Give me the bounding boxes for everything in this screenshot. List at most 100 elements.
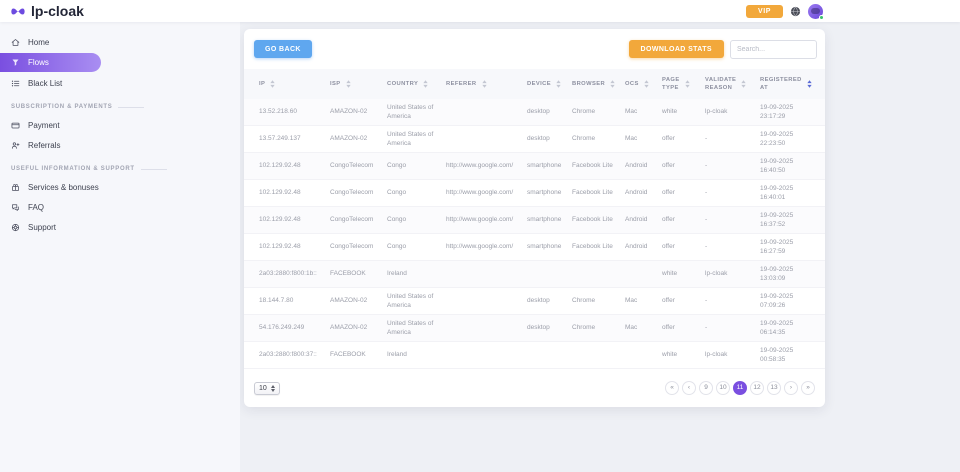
sidebar-item-services-bonuses[interactable]: Services & bonuses <box>0 177 101 197</box>
cell-isp: AMAZON-02 <box>330 135 368 143</box>
cell-browser: Chrome <box>572 297 596 305</box>
sidebar-item-home[interactable]: Home <box>0 32 101 52</box>
table-header-row: IP ISP Country Referer Device Browser OCS Page … <box>244 69 825 99</box>
cell-isp: AMAZON-02 <box>330 324 368 332</box>
sidebar-item-flows[interactable]: Flows <box>0 53 101 72</box>
column-header-isp[interactable]: ISP <box>330 80 387 88</box>
cell-registered-at: 19-09-2025 16:27:59 <box>760 238 794 255</box>
cell-ocs: Mac <box>625 324 638 332</box>
column-header-ip[interactable]: IP <box>259 80 330 88</box>
table-row: 102.129.92.48 CongoTelecom Congo http://www… <box>244 180 825 207</box>
cell-referer: http://www.google.com/ <box>446 216 514 224</box>
cell-country: United States of America <box>387 319 434 336</box>
sidebar-item-payment[interactable]: Payment <box>0 115 101 135</box>
page-size-select[interactable]: 10 <box>254 381 280 395</box>
sidebar-item-support[interactable]: Support <box>0 217 101 237</box>
cell-ocs: Android <box>625 243 648 251</box>
sidebar-item-referrals[interactable]: Referrals <box>0 135 101 155</box>
cell-registered-at: 19-09-2025 23:17:29 <box>760 103 794 120</box>
pagination-first-button[interactable]: « <box>665 381 679 395</box>
cell-validate-reason: lp-cloak <box>705 351 728 359</box>
cell-page-type: offer <box>662 324 675 332</box>
cell-isp: AMAZON-02 <box>330 297 368 305</box>
cell-isp: CongoTelecom <box>330 189 374 197</box>
cell-ocs: Mac <box>625 297 638 305</box>
pagination-page-12[interactable]: 12 <box>750 381 764 395</box>
column-header-referer[interactable]: Referer <box>446 80 527 88</box>
cell-page-type: offer <box>662 297 675 305</box>
sidebar: Home Flows Black List SUBSCRIPTION & PAYMEN… <box>0 22 240 472</box>
cell-ocs: Mac <box>625 135 638 143</box>
table-row: 102.129.92.48 CongoTelecom Congo http://www… <box>244 234 825 261</box>
pagination-page-10[interactable]: 10 <box>716 381 730 395</box>
table-row: 13.57.249.137 AMAZON-02 United States of A… <box>244 126 825 153</box>
cell-ocs: Android <box>625 216 648 224</box>
top-header: lp-cloak VIP <box>0 0 960 22</box>
logo[interactable]: lp-cloak <box>10 3 84 19</box>
cell-page-type: offer <box>662 189 675 197</box>
cell-page-type: white <box>662 108 678 116</box>
cell-isp: CongoTelecom <box>330 162 374 170</box>
column-header-page-type[interactable]: Page Type <box>662 76 705 92</box>
cell-device: smartphone <box>527 216 562 224</box>
flows-table: IP ISP Country Referer Device Browser OCS Page … <box>244 69 825 369</box>
download-stats-button[interactable]: DOWNLOAD STATS <box>628 40 724 58</box>
sort-icon <box>610 80 615 88</box>
table-row: 54.176.249.249 AMAZON-02 United States of … <box>244 315 825 342</box>
cell-ip: 102.129.92.48 <box>259 243 301 251</box>
cell-ip: 102.129.92.48 <box>259 162 301 170</box>
pagination-page-11[interactable]: 11 <box>733 381 747 395</box>
cell-page-type: white <box>662 351 678 359</box>
table-row: 2a03:2880:f800:37:: FACEBOOK Ireland white l… <box>244 342 825 369</box>
cell-country: United States of America <box>387 103 434 120</box>
sidebar-item-label: Flows <box>28 58 49 67</box>
sort-icon <box>556 80 561 88</box>
pagination-prev-button[interactable]: ‹ <box>682 381 696 395</box>
language-globe-icon[interactable] <box>790 6 801 17</box>
sidebar-item-faq[interactable]: FAQ <box>0 197 101 217</box>
cell-isp: CongoTelecom <box>330 216 374 224</box>
cell-country: United States of America <box>387 130 434 147</box>
cell-registered-at: 19-09-2025 00:58:35 <box>760 346 794 363</box>
pagination-page-9[interactable]: 9 <box>699 381 713 395</box>
cell-browser: Chrome <box>572 108 596 116</box>
sidebar-section-title: USEFUL INFORMATION & SUPPORT <box>11 166 240 172</box>
cell-isp: FACEBOOK <box>330 351 366 359</box>
pagination-next-button[interactable]: › <box>784 381 798 395</box>
cell-validate-reason: - <box>705 324 708 332</box>
flows-icon <box>11 58 20 67</box>
cell-device: smartphone <box>527 162 562 170</box>
cell-browser: Facebook Lite <box>572 216 613 224</box>
column-header-device[interactable]: Device <box>527 80 572 88</box>
cell-ip: 2a03:2880:f800:1b:: <box>259 270 317 278</box>
sort-icon <box>807 80 812 88</box>
faq-icon <box>11 203 20 212</box>
table-row: 2a03:2880:f800:1b:: FACEBOOK Ireland white l… <box>244 261 825 288</box>
cell-country: Ireland <box>387 270 407 278</box>
cell-ip: 13.52.218.60 <box>259 108 297 116</box>
column-header-validate-reason[interactable]: Validate Reason <box>705 76 760 92</box>
table-footer: 10 «‹ 9 10 11 12 13 ›» <box>244 369 825 407</box>
cell-country: Congo <box>387 189 407 197</box>
cell-validate-reason: lp-cloak <box>705 270 728 278</box>
column-header-browser[interactable]: Browser <box>572 80 625 88</box>
cell-validate-reason: - <box>705 162 708 170</box>
cell-device: desktop <box>527 135 550 143</box>
column-header-registered-at[interactable]: Registered At <box>760 76 825 92</box>
pagination-page-13[interactable]: 13 <box>767 381 781 395</box>
cell-country: Congo <box>387 162 407 170</box>
vip-button[interactable]: VIP <box>746 4 783 18</box>
avatar[interactable] <box>808 3 824 20</box>
cell-ip: 102.129.92.48 <box>259 216 301 224</box>
sidebar-item-black-list[interactable]: Black List <box>0 73 101 93</box>
search-input[interactable] <box>730 39 817 59</box>
pagination-last-button[interactable]: » <box>801 381 815 395</box>
payment-icon <box>11 121 20 130</box>
cell-browser: Facebook Lite <box>572 162 613 170</box>
pagination: «‹ 9 10 11 12 13 ›» <box>665 381 815 395</box>
column-header-ocs[interactable]: OCS <box>625 80 662 88</box>
card-toolbar: GO BACK DOWNLOAD STATS <box>244 29 825 69</box>
go-back-button[interactable]: GO BACK <box>254 40 312 58</box>
cell-referer: http://www.google.com/ <box>446 243 514 251</box>
column-header-country[interactable]: Country <box>387 80 446 88</box>
